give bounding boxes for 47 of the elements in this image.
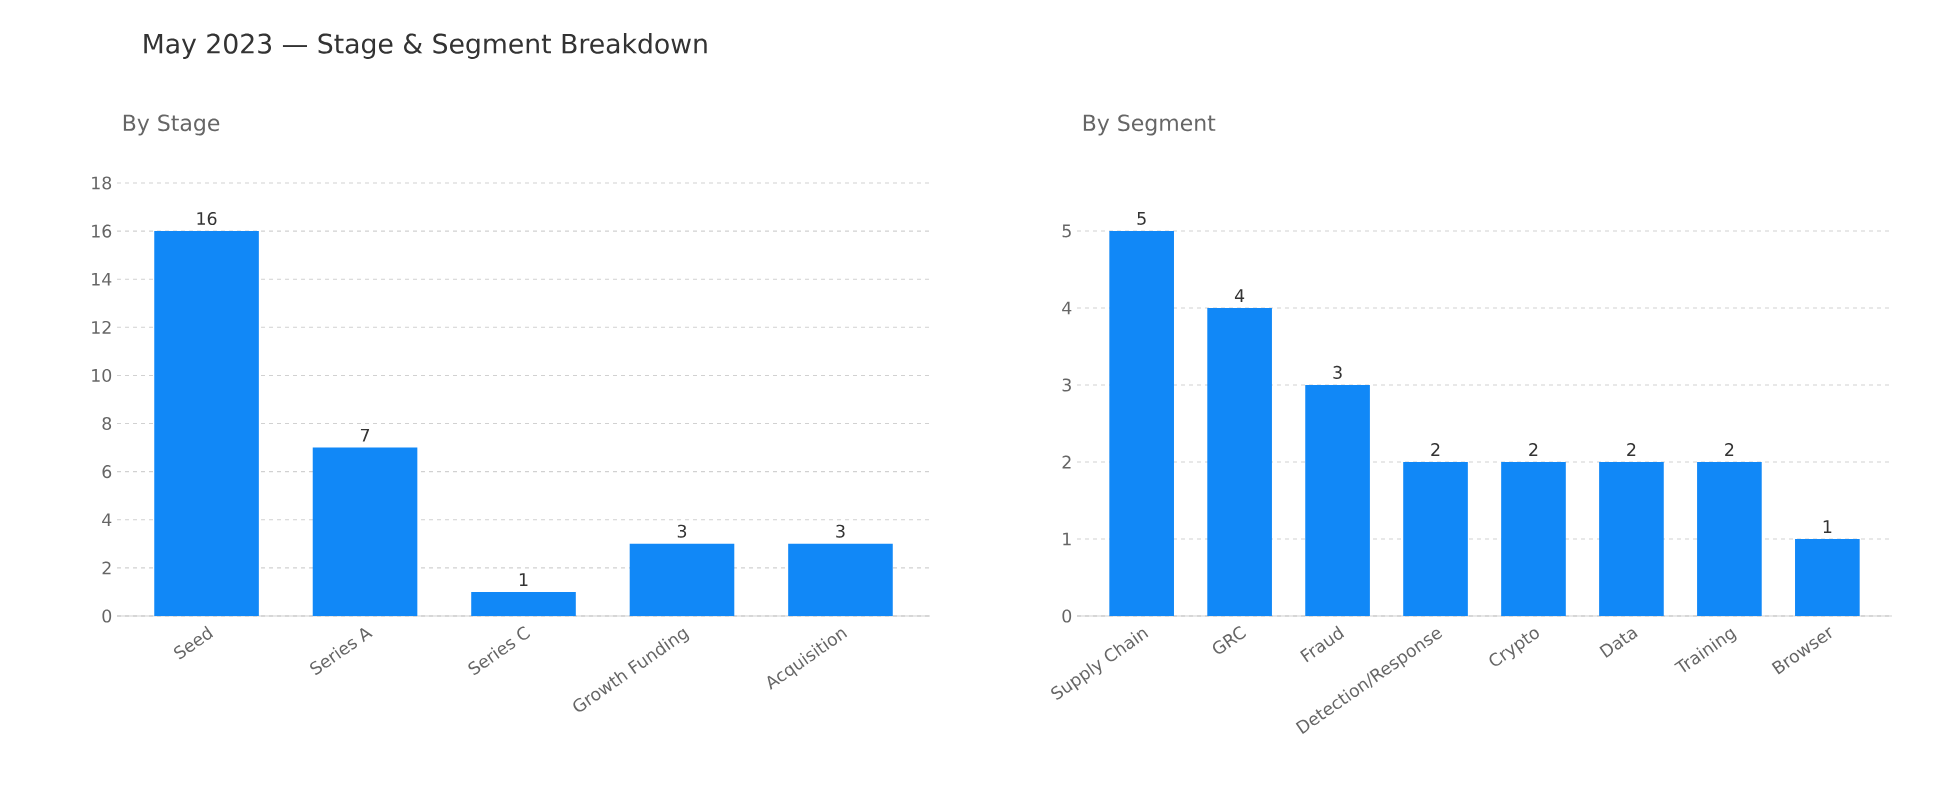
- data-label: 2: [1431, 443, 1440, 456]
- bar: [1403, 461, 1468, 616]
- data-label: 2: [1529, 443, 1538, 456]
- bar: [1795, 538, 1860, 616]
- y-tick-label: 4: [102, 513, 112, 527]
- x-tick-label: GRC: [1213, 626, 1247, 654]
- bar: [471, 591, 576, 616]
- bar: [1697, 461, 1762, 616]
- y-tick-label: 8: [102, 416, 112, 431]
- y-tick-label: 16: [92, 224, 112, 238]
- data-label: 4: [1234, 289, 1245, 302]
- bar: [1305, 384, 1370, 616]
- bar: [1109, 230, 1174, 616]
- data-label: 7: [360, 428, 370, 442]
- data-label: 3: [677, 524, 687, 538]
- y-tick-label: 0: [1062, 609, 1072, 623]
- data-label: 1: [1823, 520, 1832, 533]
- bar: [629, 543, 735, 616]
- y-tick-label: 4: [1062, 301, 1072, 315]
- data-label: 2: [1627, 443, 1636, 456]
- y-tick-label: 0: [102, 609, 112, 623]
- y-tick-label: 12: [92, 320, 111, 334]
- y-tick-label: 2: [1062, 455, 1071, 469]
- chart-subtitle: By Stage: [123, 114, 220, 136]
- bar: [154, 231, 259, 616]
- y-tick-label: 10: [92, 368, 112, 382]
- chart-subtitle: By Segment: [1083, 114, 1216, 136]
- data-label: 2: [1725, 443, 1734, 456]
- data-label: 3: [836, 524, 845, 538]
- y-tick-label: 3: [1062, 378, 1071, 392]
- x-tick-label: Data: [1599, 629, 1638, 658]
- bar: [312, 447, 418, 616]
- y-tick-label: 6: [102, 465, 112, 479]
- y-tick-label: 14: [92, 272, 112, 286]
- y-tick-label: 5: [1062, 224, 1071, 238]
- data-label: 16: [197, 211, 217, 226]
- chart-title: May 2023 — Stage & Segment Breakdown: [144, 33, 707, 59]
- bar: [788, 543, 893, 616]
- bar: [1599, 461, 1664, 616]
- bar: [1207, 307, 1272, 616]
- bar: [1501, 461, 1566, 616]
- y-tick-label: 1: [1063, 532, 1071, 546]
- data-label: 1: [519, 573, 528, 586]
- data-label: 5: [1137, 212, 1146, 225]
- data-label: 3: [1333, 365, 1342, 379]
- y-tick-label: 2: [102, 561, 111, 575]
- y-tick-label: 18: [92, 176, 112, 190]
